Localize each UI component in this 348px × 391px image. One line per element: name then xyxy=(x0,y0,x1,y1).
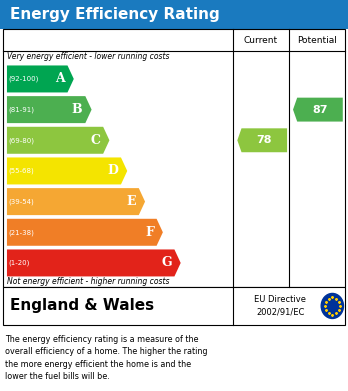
Bar xyxy=(3,29,345,287)
Text: Not energy efficient - higher running costs: Not energy efficient - higher running co… xyxy=(7,277,169,287)
Text: England & Wales: England & Wales xyxy=(10,298,155,314)
Polygon shape xyxy=(7,96,92,123)
Text: F: F xyxy=(145,226,154,239)
Text: (39-54): (39-54) xyxy=(9,198,34,205)
Polygon shape xyxy=(7,65,74,92)
Text: C: C xyxy=(90,134,100,147)
Polygon shape xyxy=(7,219,163,246)
Text: 78: 78 xyxy=(257,135,272,145)
Text: (81-91): (81-91) xyxy=(9,106,35,113)
Text: Very energy efficient - lower running costs: Very energy efficient - lower running co… xyxy=(7,52,169,61)
Polygon shape xyxy=(7,127,109,154)
Polygon shape xyxy=(293,98,343,122)
Circle shape xyxy=(321,293,343,318)
Polygon shape xyxy=(237,128,287,152)
Polygon shape xyxy=(7,158,127,185)
Text: Current: Current xyxy=(244,36,278,45)
Text: EU Directive
2002/91/EC: EU Directive 2002/91/EC xyxy=(254,295,306,317)
Polygon shape xyxy=(7,249,181,276)
Text: E: E xyxy=(127,195,136,208)
Text: (21-38): (21-38) xyxy=(9,229,34,235)
Text: (92-100): (92-100) xyxy=(9,76,39,82)
Text: (1-20): (1-20) xyxy=(9,260,30,266)
Text: (55-68): (55-68) xyxy=(9,168,34,174)
Text: Energy Efficiency Rating: Energy Efficiency Rating xyxy=(10,7,220,22)
Bar xyxy=(0,0,348,29)
Text: A: A xyxy=(55,72,65,86)
Text: (69-80): (69-80) xyxy=(9,137,35,143)
Text: G: G xyxy=(161,256,172,269)
Text: 87: 87 xyxy=(313,105,328,115)
Text: D: D xyxy=(107,165,118,178)
Bar xyxy=(3,287,345,325)
Text: The energy efficiency rating is a measure of the
overall efficiency of a home. T: The energy efficiency rating is a measur… xyxy=(5,335,208,381)
Text: B: B xyxy=(72,103,82,116)
Text: Potential: Potential xyxy=(297,36,337,45)
Polygon shape xyxy=(7,188,145,215)
